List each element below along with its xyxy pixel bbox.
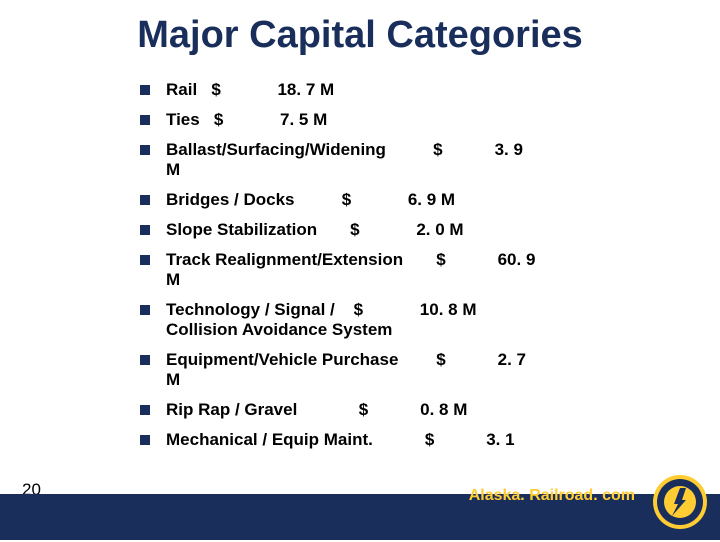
item-text: Mechanical / Equip Maint. $ 3. 1 (166, 430, 515, 450)
footer-link[interactable]: Alaska. Railroad. com (469, 487, 635, 505)
list-item: Ties $ 7. 5 M (140, 110, 680, 130)
item-text: Ballast/Surfacing/Widening $ 3. 9 M (166, 140, 523, 180)
bullet-icon (140, 85, 150, 95)
item-text: Technology / Signal / $ 10. 8 M Collisio… (166, 300, 476, 340)
bullet-icon (140, 145, 150, 155)
list-item: Mechanical / Equip Maint. $ 3. 1 (140, 430, 680, 450)
list-item: Equipment/Vehicle Purchase $ 2. 7 M (140, 350, 680, 390)
list-item: Bridges / Docks $ 6. 9 M (140, 190, 680, 210)
list-item: Technology / Signal / $ 10. 8 M Collisio… (140, 300, 680, 340)
item-text: Track Realignment/Extension $ 60. 9 M (166, 250, 535, 290)
bullet-list: Rail $ 18. 7 M Ties $ 7. 5 M Ballast/Sur… (140, 80, 680, 460)
bullet-icon (140, 225, 150, 235)
bullet-icon (140, 195, 150, 205)
bullet-icon (140, 115, 150, 125)
bullet-icon (140, 355, 150, 365)
item-text: Bridges / Docks $ 6. 9 M (166, 190, 455, 210)
logo-icon (652, 474, 708, 530)
bullet-icon (140, 435, 150, 445)
bullet-icon (140, 405, 150, 415)
list-item: Rip Rap / Gravel $ 0. 8 M (140, 400, 680, 420)
item-text: Rail $ 18. 7 M (166, 80, 334, 100)
bullet-icon (140, 255, 150, 265)
item-text: Rip Rap / Gravel $ 0. 8 M (166, 400, 467, 420)
item-text: Ties $ 7. 5 M (166, 110, 327, 130)
list-item: Rail $ 18. 7 M (140, 80, 680, 100)
list-item: Ballast/Surfacing/Widening $ 3. 9 M (140, 140, 680, 180)
list-item: Slope Stabilization $ 2. 0 M (140, 220, 680, 240)
page-title: Major Capital Categories (0, 0, 720, 57)
list-item: Track Realignment/Extension $ 60. 9 M (140, 250, 680, 290)
bullet-icon (140, 305, 150, 315)
item-text: Slope Stabilization $ 2. 0 M (166, 220, 464, 240)
item-text: Equipment/Vehicle Purchase $ 2. 7 M (166, 350, 526, 390)
